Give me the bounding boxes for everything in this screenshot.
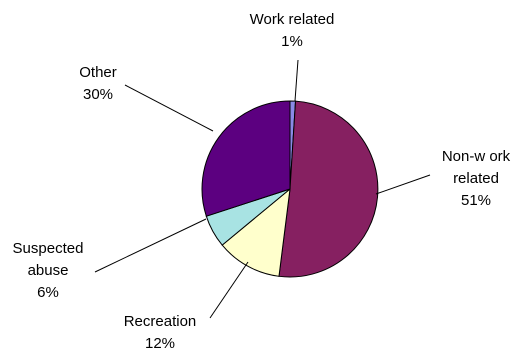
- slice-label-3: Suspected abuse 6%: [13, 240, 84, 301]
- slice-percent: 1%: [281, 33, 303, 50]
- slice-label-0: Work related 1%: [250, 11, 335, 50]
- slice-percent: 30%: [83, 86, 113, 103]
- slice-label-4: Other 30%: [79, 64, 117, 103]
- pie-slice-2: [221, 187, 291, 277]
- slice-labels: Work related 1% Non-w ork related 51% Recreat…: [13, 11, 511, 352]
- slice-percent: 51%: [461, 192, 491, 209]
- leader-line-4: [124, 84, 214, 132]
- pie-slice-4: [201, 100, 291, 217]
- slice-label-line: abuse: [28, 262, 69, 279]
- slice-label-line: Work related: [250, 11, 335, 28]
- slice-label-1: Non-w ork related 51%: [442, 148, 511, 209]
- leader-line-1: [375, 174, 431, 195]
- slice-label-line: related: [453, 170, 499, 187]
- pie-slice-1: [278, 100, 379, 278]
- slice-label-line: Recreation: [124, 313, 197, 330]
- leader-lines: [94, 59, 431, 319]
- slice-label-line: Suspected: [13, 240, 84, 257]
- slice-percent: 12%: [145, 335, 175, 352]
- slice-percent: 6%: [37, 284, 59, 301]
- slice-label-2: Recreation 12%: [124, 313, 197, 352]
- pie-slices: [201, 100, 379, 278]
- slice-label-line: Non-w ork: [442, 148, 511, 165]
- leader-line-0: [294, 59, 299, 102]
- slice-label-line: Other: [79, 64, 117, 81]
- leader-line-2: [209, 261, 249, 319]
- leader-line-3: [94, 218, 207, 273]
